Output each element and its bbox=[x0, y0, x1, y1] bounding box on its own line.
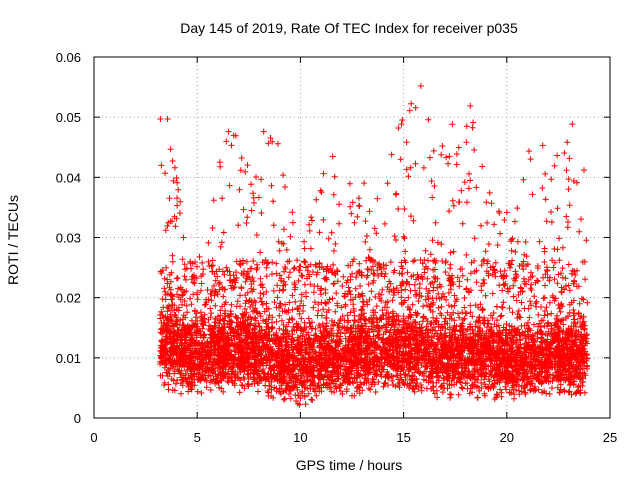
x-axis-title: GPS time / hours bbox=[296, 457, 403, 473]
scatter-points bbox=[157, 83, 591, 408]
x-tick-label: 10 bbox=[293, 430, 307, 445]
y-tick-label: 0.05 bbox=[56, 110, 81, 125]
x-axis-ticks: 0 5 10 15 20 25 bbox=[90, 57, 617, 445]
y-tick-label: 0.01 bbox=[56, 351, 81, 366]
y-tick-label: 0.03 bbox=[56, 231, 81, 246]
y-axis-ticks: 0 0.01 0.02 0.03 0.04 0.05 0.06 bbox=[56, 50, 610, 426]
x-tick-label: 0 bbox=[90, 430, 97, 445]
y-axis-title: ROTI / TECUs bbox=[5, 195, 21, 285]
y-tick-label: 0.02 bbox=[56, 291, 81, 306]
x-tick-label: 25 bbox=[603, 430, 617, 445]
chart-title: Day 145 of 2019, Rate Of TEC Index for r… bbox=[180, 20, 518, 36]
x-tick-label: 20 bbox=[500, 430, 514, 445]
y-tick-label: 0.04 bbox=[56, 170, 81, 185]
y-tick-label: 0 bbox=[74, 411, 81, 426]
data-points bbox=[157, 83, 591, 408]
y-tick-label: 0.06 bbox=[56, 50, 81, 65]
x-tick-label: 15 bbox=[396, 430, 410, 445]
x-tick-label: 5 bbox=[194, 430, 201, 445]
